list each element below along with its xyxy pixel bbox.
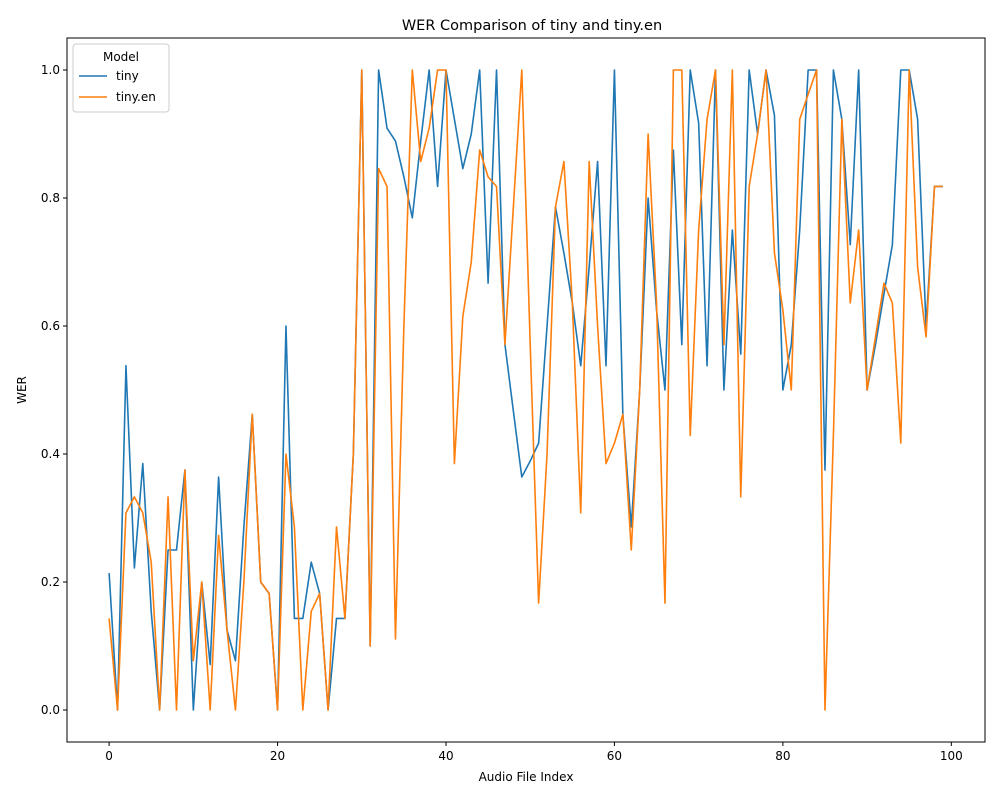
x-tick-label: 40: [438, 749, 453, 763]
y-tick-label: 0.6: [41, 319, 60, 333]
legend-label: tiny: [116, 69, 139, 83]
plot-frame: [66, 37, 986, 743]
legend-title: Model: [103, 50, 139, 64]
legend-label: tiny.en: [116, 90, 156, 104]
series-line-tiny: [108, 69, 943, 711]
y-tick-label: 1.0: [41, 63, 60, 77]
x-tick-label: 0: [105, 749, 113, 763]
y-tick-label: 0.4: [41, 447, 60, 461]
legend-box: [72, 43, 170, 113]
chart-title: WER Comparison of tiny and tiny.en: [402, 18, 662, 34]
x-tick-label: 80: [775, 749, 790, 763]
x-tick-label: 100: [940, 749, 963, 763]
legend: Model tiny tiny.en: [72, 43, 170, 113]
series-lines: [108, 69, 943, 711]
y-tick-label: 0.8: [41, 191, 60, 205]
x-tick-label: 20: [270, 749, 285, 763]
series-line-tiny-en: [108, 69, 943, 711]
y-tick-label: 0.0: [41, 703, 60, 717]
x-tick-label: 60: [607, 749, 622, 763]
y-tick-label: 0.2: [41, 575, 60, 589]
x-axis-label: Audio File Index: [479, 770, 574, 784]
y-axis-label: WER: [15, 376, 29, 404]
axes: 0 20 40 60 80 100 0.0 0.2 0.4 0.6 0.8 1.0: [41, 63, 963, 763]
